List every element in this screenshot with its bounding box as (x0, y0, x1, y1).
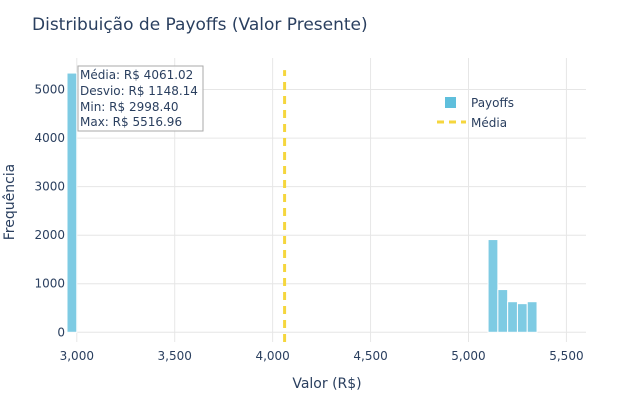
y-tick-label: 4000 (34, 131, 65, 145)
x-tick-label: 5,000 (451, 349, 485, 363)
stats-annotation-line: Min: R$ 2998.40 (80, 100, 179, 114)
x-tick-label: 5,500 (549, 349, 583, 363)
x-tick-label: 3,500 (158, 349, 192, 363)
stats-annotation-line: Desvio: R$ 1148.14 (80, 84, 198, 98)
y-tick-label: 0 (57, 325, 65, 339)
histogram-bar (487, 239, 499, 333)
y-tick-label: 5000 (34, 83, 65, 97)
y-axis-title: Frequência (2, 164, 18, 241)
legend-payoffs-label[interactable]: Payoffs (471, 96, 514, 110)
histogram-bar (66, 72, 78, 333)
x-axis-title: Valor (R$) (292, 376, 361, 392)
histogram-bar (507, 301, 518, 333)
legend-payoffs-swatch[interactable] (445, 97, 456, 108)
stats-annotation-box (77, 65, 204, 132)
x-tick-labels: 3,000 3,500 4,000 4,500 5,000 5,500 (60, 349, 584, 363)
histogram-bar (497, 289, 509, 333)
stats-annotation-line: Média: R$ 4061.02 (80, 68, 193, 82)
y-tick-labels: 0 1000 2000 3000 4000 5000 (34, 83, 65, 340)
legend[interactable]: Payoffs Média (437, 96, 514, 130)
y-tick-label: 3000 (34, 180, 65, 194)
x-tick-label: 4,500 (353, 349, 387, 363)
stats-annotation: Média: R$ 4061.02 Desvio: R$ 1148.14 Min… (77, 65, 204, 132)
histogram-bar (516, 303, 528, 333)
stats-annotation-line: Max: R$ 5516.96 (80, 115, 182, 129)
x-tick-label: 4,000 (255, 349, 289, 363)
histogram-bar (526, 301, 538, 333)
histogram-bars (66, 72, 538, 333)
y-tick-label: 1000 (34, 277, 65, 291)
x-tick-label: 3,000 (60, 349, 94, 363)
chart-title: Distribuição de Payoffs (Valor Presente) (32, 15, 368, 35)
y-tick-label: 2000 (34, 228, 65, 242)
legend-mean-label[interactable]: Média (471, 116, 507, 130)
